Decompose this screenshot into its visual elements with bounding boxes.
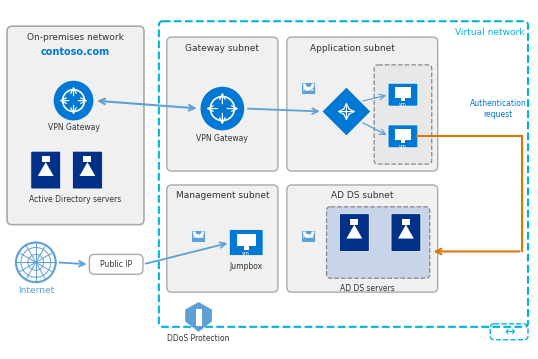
Text: NSG: NSG	[303, 87, 315, 92]
Bar	[350, 219, 358, 225]
Text: Management subnet: Management subnet	[175, 191, 269, 200]
FancyBboxPatch shape	[89, 255, 143, 274]
Text: Jumpbox: Jumpbox	[230, 262, 263, 271]
FancyBboxPatch shape	[302, 83, 316, 94]
FancyBboxPatch shape	[192, 230, 206, 242]
Text: AD DS servers: AD DS servers	[340, 284, 394, 293]
Text: vm: vm	[399, 144, 407, 149]
Polygon shape	[323, 88, 370, 135]
Text: Gateway subnet: Gateway subnet	[186, 43, 259, 52]
FancyBboxPatch shape	[374, 65, 431, 164]
FancyBboxPatch shape	[302, 230, 316, 242]
Bar	[42, 156, 49, 162]
FancyBboxPatch shape	[391, 214, 421, 251]
FancyBboxPatch shape	[167, 185, 278, 292]
Bar	[394, 87, 411, 98]
Text: VPN Gateway: VPN Gateway	[47, 123, 100, 132]
Bar	[83, 156, 91, 162]
FancyBboxPatch shape	[388, 83, 418, 106]
Text: vm: vm	[242, 251, 250, 256]
Polygon shape	[185, 302, 212, 332]
Bar	[244, 247, 249, 250]
Text: Virtual network: Virtual network	[455, 28, 524, 37]
Bar	[401, 140, 405, 143]
Text: vm: vm	[399, 102, 407, 107]
Text: On-premises network: On-premises network	[27, 33, 124, 42]
FancyBboxPatch shape	[167, 37, 278, 171]
Text: contoso.com: contoso.com	[41, 47, 110, 57]
FancyBboxPatch shape	[339, 214, 369, 251]
Bar	[402, 219, 410, 225]
Bar	[394, 129, 411, 140]
FancyBboxPatch shape	[287, 37, 438, 171]
Text: VPN Gateway: VPN Gateway	[196, 134, 249, 143]
Polygon shape	[398, 225, 414, 238]
Polygon shape	[80, 162, 95, 176]
Circle shape	[54, 81, 94, 121]
Text: Authentication
request: Authentication request	[470, 98, 527, 118]
FancyBboxPatch shape	[7, 26, 144, 225]
Text: Active Directory servers: Active Directory servers	[30, 195, 122, 204]
Text: AD DS subnet: AD DS subnet	[331, 191, 393, 200]
FancyBboxPatch shape	[31, 151, 61, 189]
Polygon shape	[346, 225, 362, 238]
FancyBboxPatch shape	[73, 151, 102, 189]
FancyBboxPatch shape	[327, 207, 430, 278]
Text: ↔: ↔	[504, 325, 514, 338]
Bar	[237, 234, 256, 247]
FancyBboxPatch shape	[287, 185, 438, 292]
Text: DDoS Protection: DDoS Protection	[167, 334, 230, 343]
Bar	[196, 309, 202, 326]
FancyBboxPatch shape	[229, 230, 263, 255]
Polygon shape	[38, 162, 54, 176]
Text: Application subnet: Application subnet	[310, 43, 395, 52]
Bar	[401, 98, 405, 101]
FancyBboxPatch shape	[388, 125, 418, 148]
Text: NSG: NSG	[193, 234, 204, 239]
Circle shape	[201, 87, 244, 130]
Text: NSG: NSG	[303, 234, 315, 239]
Text: Public IP: Public IP	[100, 260, 132, 269]
Text: Internet: Internet	[18, 286, 54, 295]
